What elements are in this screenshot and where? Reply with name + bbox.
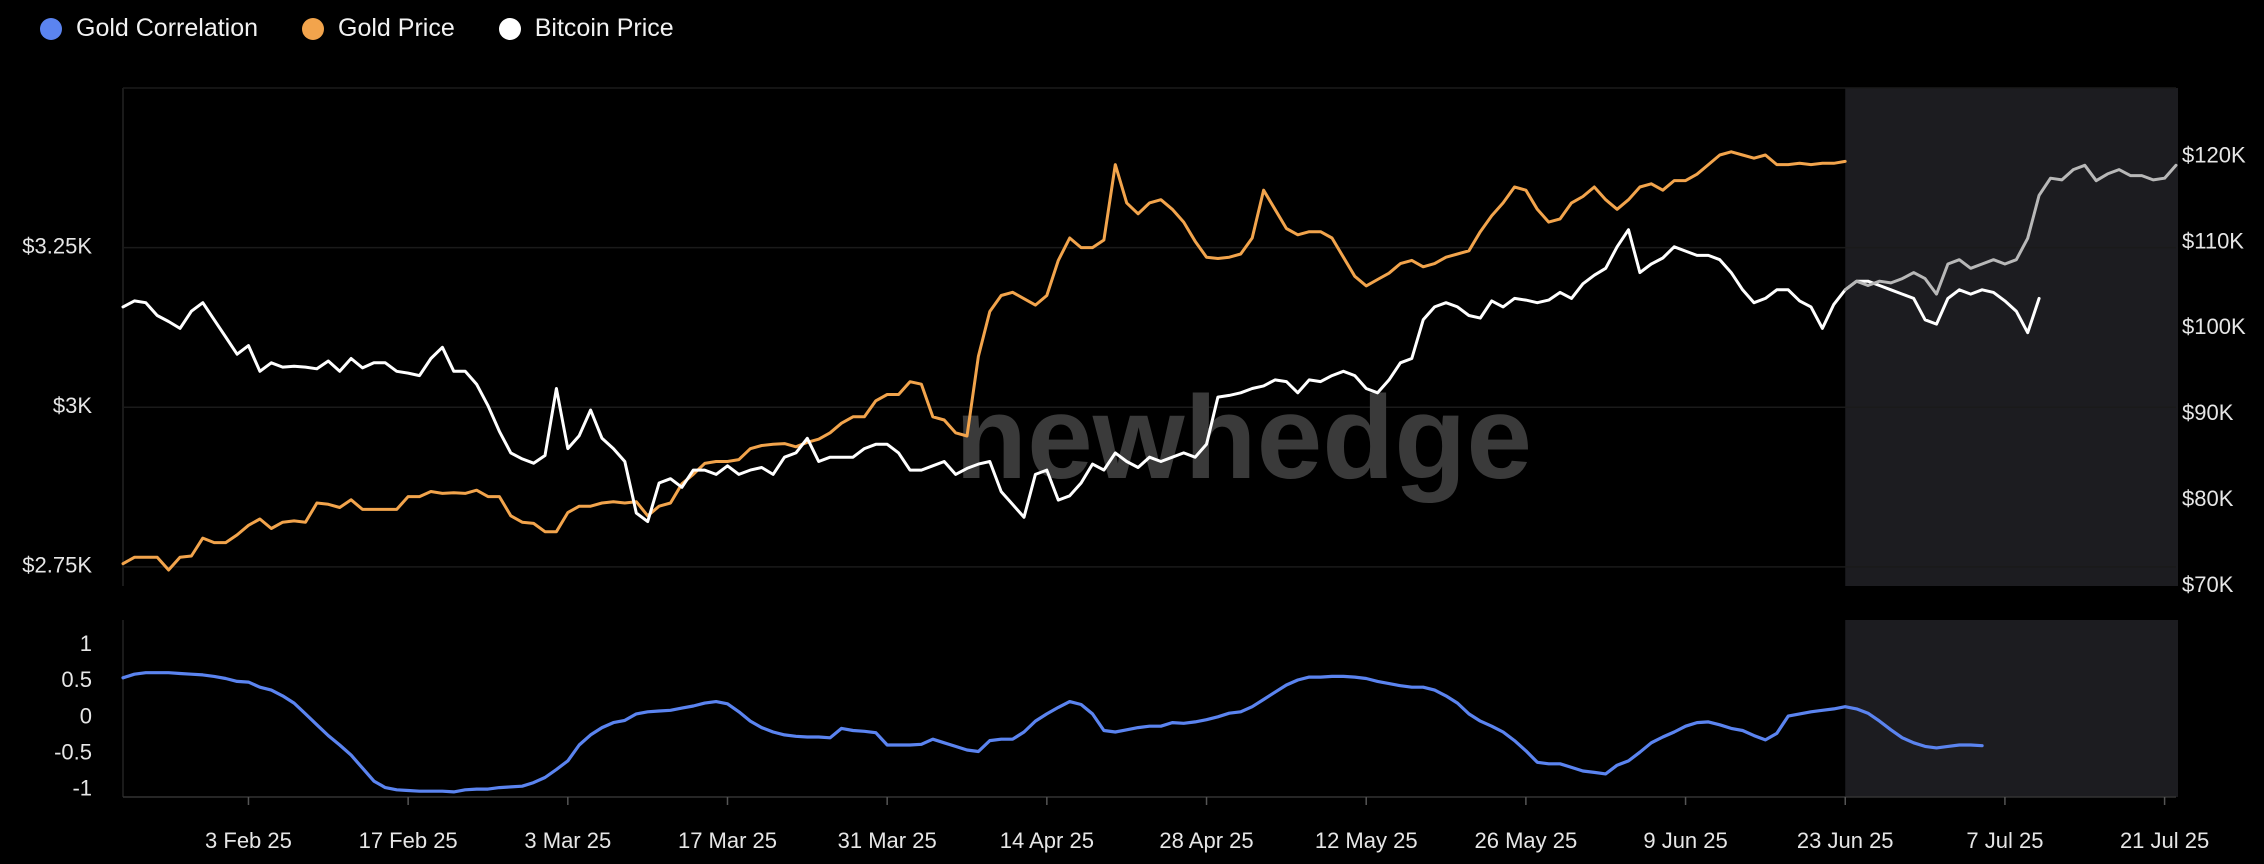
axis-labels-layer: $3.25K $3K $2.75K $120K $110K $100K $90K $80K $7… bbox=[22, 143, 2246, 853]
right-axis-tick-label: $120K bbox=[2182, 143, 2246, 168]
left-axis-tick-label: $3.25K bbox=[22, 233, 92, 258]
x-axis-tick-label: 21 Jul 25 bbox=[2120, 828, 2209, 853]
corr-axis-tick-label: -0.5 bbox=[54, 739, 92, 764]
legend-dot-gold-price bbox=[302, 17, 325, 40]
x-axis-tick-label: 7 Jul 25 bbox=[1966, 828, 2043, 853]
legend-item-gold-price[interactable]: Gold Price bbox=[302, 14, 455, 43]
right-axis-tick-label: $80K bbox=[2182, 486, 2234, 511]
legend-item-bitcoin-price[interactable]: Bitcoin Price bbox=[498, 14, 674, 43]
legend-dot-bitcoin-price bbox=[498, 17, 521, 40]
x-axis-tick-label: 9 Jun 25 bbox=[1643, 828, 1727, 853]
gold-correlation-line bbox=[121, 671, 1984, 794]
right-axis-tick-label: $70K bbox=[2182, 572, 2234, 597]
series-lines-layer bbox=[121, 150, 2178, 794]
grid-layer bbox=[122, 87, 2176, 805]
corr-axis-tick-label: 1 bbox=[80, 631, 92, 656]
bitcoin-price-shaded-line bbox=[1843, 163, 2178, 296]
x-axis-tick-label: 26 May 25 bbox=[1475, 828, 1578, 853]
x-axis-tick-label: 3 Mar 25 bbox=[524, 828, 611, 853]
legend-label-gold-correlation: Gold Correlation bbox=[76, 14, 259, 42]
corr-axis-tick-label: 0.5 bbox=[61, 667, 92, 692]
x-axis-tick-label: 23 Jun 25 bbox=[1797, 828, 1894, 853]
shaded-region-layer bbox=[1845, 88, 2178, 797]
x-axis-tick-label: 14 Apr 25 bbox=[1000, 828, 1094, 853]
left-axis-tick-label: $2.75K bbox=[22, 553, 92, 578]
x-axis-tick-label: 17 Feb 25 bbox=[359, 828, 458, 853]
right-axis-tick-label: $110K bbox=[2182, 228, 2244, 253]
x-axis-tick-label: 17 Mar 25 bbox=[678, 828, 777, 853]
x-axis-tick-label: 3 Feb 25 bbox=[205, 828, 292, 853]
gold-price-line bbox=[121, 150, 1847, 572]
shaded-region-corr bbox=[1845, 620, 2178, 797]
x-axis-tick-label: 28 Apr 25 bbox=[1159, 828, 1253, 853]
legend-item-gold-correlation[interactable]: Gold Correlation bbox=[40, 14, 258, 43]
legend-dot-gold-correlation bbox=[40, 17, 62, 40]
x-axis-tick-label: 12 May 25 bbox=[1315, 828, 1418, 853]
right-axis-tick-label: $90K bbox=[2182, 400, 2234, 425]
corr-axis-tick-label: 0 bbox=[80, 703, 92, 728]
right-axis-tick-label: $100K bbox=[2182, 314, 2246, 339]
chart-legend: Gold Correlation Gold Price Bitcoin Pric… bbox=[40, 14, 674, 43]
bitcoin-price-line bbox=[121, 228, 2041, 524]
shaded-region-main bbox=[1845, 88, 2178, 586]
legend-label-gold-price: Gold Price bbox=[338, 14, 455, 42]
corr-axis-tick-label: -1 bbox=[72, 776, 92, 801]
left-axis-tick-label: $3K bbox=[53, 393, 92, 418]
x-axis-tick-label: 31 Mar 25 bbox=[838, 828, 937, 853]
legend-label-bitcoin-price: Bitcoin Price bbox=[534, 14, 674, 42]
